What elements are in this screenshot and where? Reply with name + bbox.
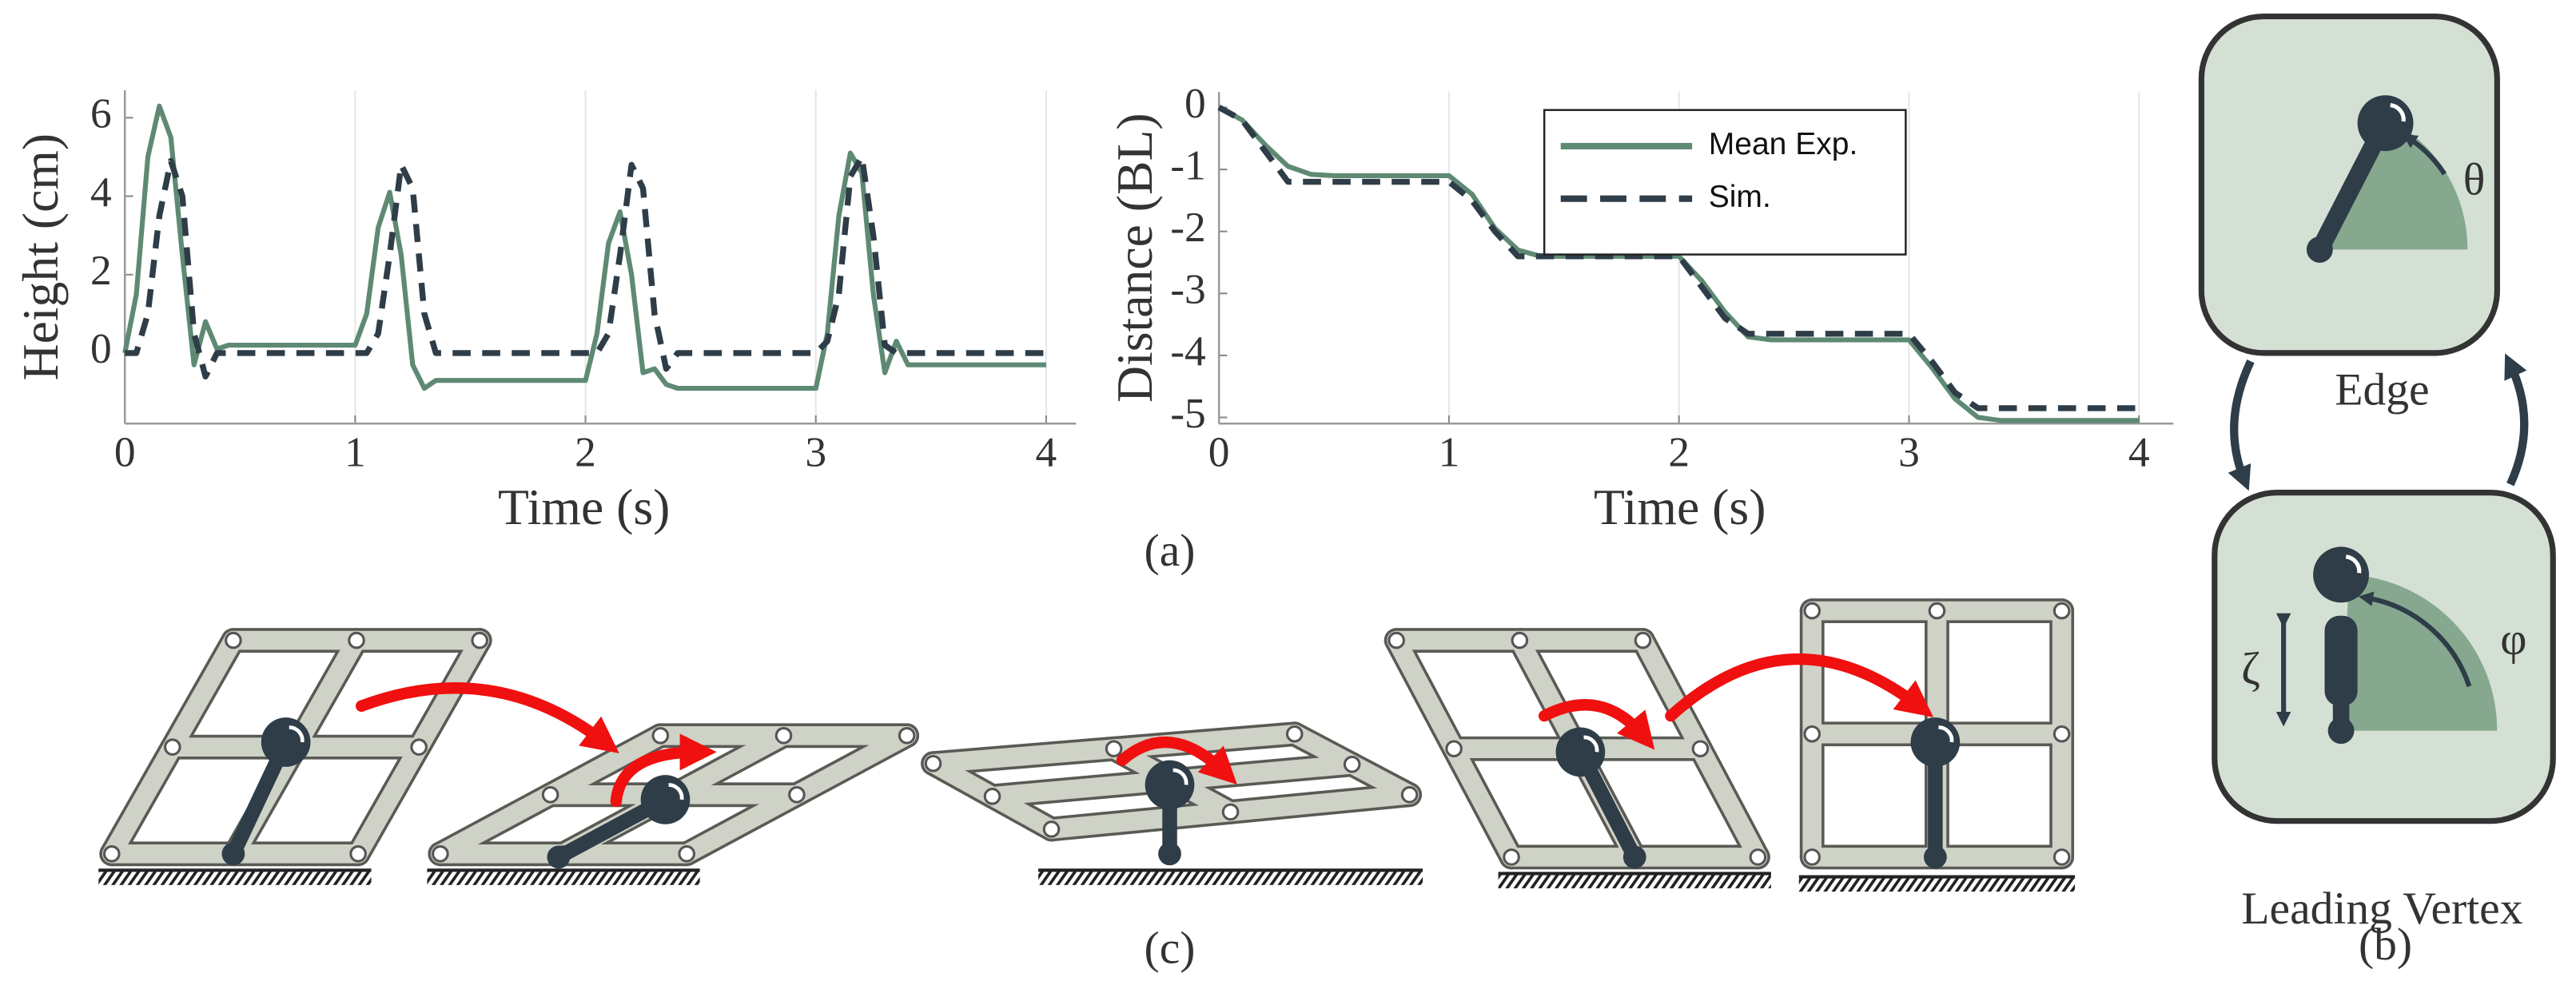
mode-label: Edge bbox=[2335, 364, 2429, 415]
highlight bbox=[289, 725, 305, 743]
joint bbox=[924, 754, 942, 773]
joint bbox=[651, 726, 670, 745]
motion-arrow bbox=[1116, 736, 1237, 785]
series-line bbox=[1217, 105, 2140, 423]
foot bbox=[221, 842, 245, 866]
joint bbox=[1928, 602, 1946, 620]
joint bbox=[1803, 725, 1821, 743]
joint bbox=[349, 844, 367, 863]
foot bbox=[1622, 845, 1646, 869]
y-tick-label: 4 bbox=[90, 168, 112, 216]
highlight bbox=[1173, 768, 1188, 785]
joint bbox=[102, 844, 121, 863]
motion-arrow bbox=[1665, 653, 1934, 722]
panel-label: (a) bbox=[1145, 526, 1196, 576]
lattice-sequence bbox=[98, 598, 2076, 892]
y-tick-label: 0 bbox=[90, 324, 112, 372]
joint bbox=[410, 738, 428, 756]
panel-label: (b) bbox=[2359, 920, 2412, 970]
y-tick-label: -2 bbox=[1170, 203, 1206, 251]
series-line bbox=[1217, 105, 2140, 411]
x-tick-label: 1 bbox=[1439, 428, 1460, 476]
x-tick-label: 1 bbox=[344, 428, 366, 476]
joint bbox=[2052, 848, 2071, 866]
highlight bbox=[1938, 725, 1954, 743]
y-tick-label: 2 bbox=[90, 246, 112, 294]
highlight bbox=[668, 783, 684, 800]
joint bbox=[788, 785, 806, 804]
length-symbol: ζ bbox=[2241, 644, 2260, 694]
series-line bbox=[125, 153, 1046, 379]
angle-symbol: θ bbox=[2463, 154, 2486, 205]
joint bbox=[678, 844, 695, 863]
joint bbox=[1042, 820, 1061, 838]
x-tick-label: 0 bbox=[1208, 428, 1230, 476]
x-tick-label: 4 bbox=[2128, 428, 2150, 476]
ground bbox=[1498, 873, 1771, 888]
foot bbox=[547, 845, 571, 869]
joint bbox=[1285, 725, 1304, 743]
joint bbox=[1634, 631, 1652, 649]
motion-arrow bbox=[356, 682, 619, 753]
x-axis-label: Time (s) bbox=[498, 479, 670, 535]
y-axis-label: Distance (BL) bbox=[1106, 113, 1163, 403]
joint bbox=[471, 631, 488, 649]
y-tick-label: -5 bbox=[1170, 389, 1206, 437]
joint bbox=[1803, 848, 1821, 866]
x-tick-label: 2 bbox=[575, 428, 596, 476]
y-tick-label: 0 bbox=[1184, 79, 1206, 127]
mode-label: Leading Vertex bbox=[2241, 884, 2522, 934]
highlight bbox=[1583, 735, 1599, 753]
joint bbox=[541, 785, 559, 804]
joint bbox=[898, 726, 916, 745]
panel-label: (c) bbox=[1145, 923, 1196, 973]
x-tick-label: 3 bbox=[805, 428, 826, 476]
motion-arrow bbox=[1538, 699, 1655, 750]
joint bbox=[1803, 602, 1821, 620]
joint bbox=[1445, 740, 1463, 758]
y-tick-label: 6 bbox=[90, 89, 112, 137]
joint bbox=[1691, 740, 1710, 758]
legend-label: Sim. bbox=[1709, 180, 1771, 214]
y-tick-label: -1 bbox=[1170, 141, 1206, 189]
joint bbox=[1105, 740, 1123, 758]
joint bbox=[2052, 602, 2071, 620]
joint bbox=[1221, 803, 1240, 821]
ground bbox=[1038, 870, 1423, 885]
x-tick-label: 4 bbox=[1036, 428, 1057, 476]
x-tick-label: 0 bbox=[114, 428, 136, 476]
joint bbox=[1503, 848, 1520, 866]
motion-arrow bbox=[610, 733, 717, 808]
joint bbox=[1388, 631, 1405, 649]
joint bbox=[1343, 755, 1361, 773]
foot bbox=[1158, 842, 1181, 866]
legend-box bbox=[1543, 109, 1907, 256]
joint bbox=[164, 738, 181, 756]
x-axis-label: Time (s) bbox=[1594, 479, 1766, 535]
joint bbox=[2052, 725, 2071, 743]
y-tick-label: -3 bbox=[1170, 265, 1206, 313]
x-tick-label: 2 bbox=[1668, 428, 1690, 476]
joint bbox=[432, 844, 449, 863]
foot bbox=[1923, 845, 1947, 869]
joint bbox=[1400, 785, 1419, 804]
ground bbox=[98, 870, 372, 885]
y-axis-label: Height (cm) bbox=[12, 133, 69, 381]
joint bbox=[1511, 631, 1529, 649]
x-tick-label: 3 bbox=[1898, 428, 1920, 476]
joint bbox=[348, 631, 365, 649]
joint bbox=[983, 788, 1001, 805]
joint bbox=[1749, 848, 1767, 866]
angle-symbol: φ bbox=[2500, 614, 2526, 665]
ground bbox=[427, 870, 700, 885]
legend-label: Mean Exp. bbox=[1709, 127, 1858, 161]
joint bbox=[225, 631, 242, 649]
ground bbox=[1798, 876, 2076, 892]
joint bbox=[774, 726, 793, 745]
y-tick-label: -4 bbox=[1170, 327, 1206, 375]
mode-diagram bbox=[2198, 13, 2556, 824]
